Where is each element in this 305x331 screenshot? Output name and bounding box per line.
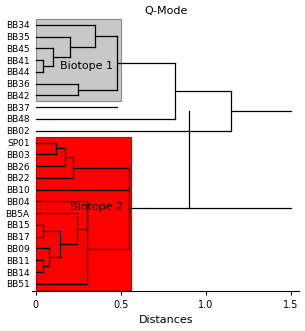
Bar: [36, 137, 131, 290]
Bar: [36, 19, 121, 101]
X-axis label: Distances: Distances: [138, 315, 193, 325]
Text: Biotope 2: Biotope 2: [70, 202, 124, 212]
Title: Q-Mode: Q-Mode: [144, 6, 188, 16]
Text: Biotope 1: Biotope 1: [60, 61, 113, 71]
